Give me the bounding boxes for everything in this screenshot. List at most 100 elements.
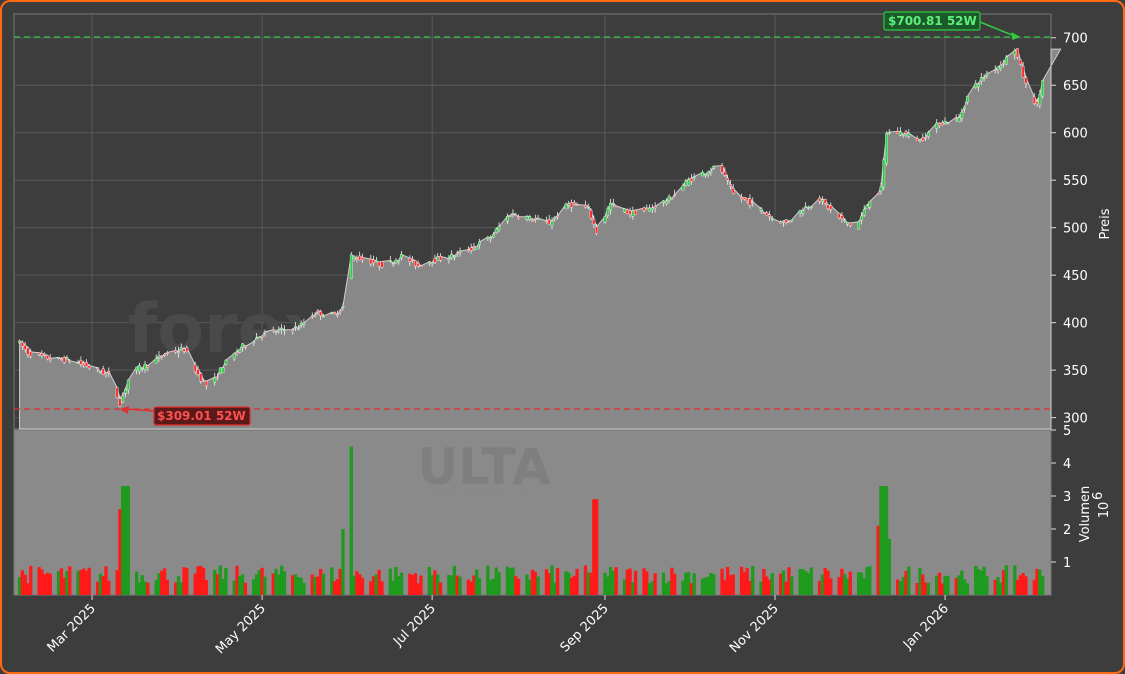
volume-bar [238, 575, 242, 595]
candle [260, 335, 264, 341]
candle [899, 127, 902, 137]
volume-bar [614, 567, 618, 595]
volume-bar [196, 566, 200, 595]
price-axis-label: Preis [1098, 208, 1113, 239]
candle-body [723, 171, 727, 176]
candle-body [848, 222, 852, 226]
candle-body [572, 202, 576, 205]
volume-bar [296, 577, 301, 595]
volume-bar [965, 583, 970, 595]
volume-bar [865, 567, 869, 595]
candle-body [450, 253, 454, 259]
candle-body [400, 254, 403, 259]
volume-bar [263, 576, 267, 595]
candle [882, 157, 886, 191]
candle-body [843, 219, 847, 222]
candle [553, 216, 557, 222]
candle [726, 174, 730, 185]
candle-body [703, 174, 707, 176]
candle-body [1013, 50, 1017, 56]
volume-bar [692, 573, 696, 595]
volume-bar [645, 571, 649, 595]
candle [770, 215, 774, 222]
candle [860, 212, 863, 225]
candle [611, 198, 615, 208]
volume-bar [940, 583, 944, 595]
candle [985, 70, 989, 79]
candle-body [1018, 59, 1022, 65]
volume-bar [921, 574, 925, 595]
volume-bar [475, 569, 479, 595]
volume-bar [20, 570, 25, 595]
candle-body [135, 366, 139, 371]
candle-body [76, 362, 80, 364]
candle-body [358, 255, 362, 261]
volume-bar [606, 576, 610, 595]
volume-bar [438, 582, 443, 595]
candle [433, 254, 437, 264]
candle [692, 173, 696, 181]
candle-body [143, 363, 147, 370]
volume-bar [410, 575, 415, 595]
candle [798, 209, 802, 218]
volume-bar [215, 574, 220, 595]
candle [62, 355, 66, 365]
candle-body [653, 206, 657, 209]
volume-bar [1004, 565, 1009, 595]
candle-body [193, 364, 197, 372]
candle [224, 359, 228, 366]
candle [126, 379, 130, 395]
volume-bar [472, 575, 476, 595]
volume-bar [279, 565, 284, 595]
candle-body [938, 123, 941, 126]
volume-bar [452, 565, 457, 595]
volume-bar [107, 580, 111, 595]
volume-bar [712, 574, 716, 595]
candle [316, 309, 320, 315]
volume-bar [882, 486, 886, 595]
price-tick-label: 600 [1063, 127, 1088, 142]
candle [667, 194, 671, 204]
volume-bar [748, 580, 752, 595]
candle-body [770, 218, 774, 220]
volume-bar [550, 565, 554, 595]
candle [818, 195, 822, 205]
candle-body [963, 106, 966, 109]
candle [1002, 59, 1006, 68]
candle-body [121, 395, 125, 403]
candle [823, 198, 827, 206]
candle [18, 339, 21, 344]
candle [762, 212, 766, 215]
candle [689, 173, 693, 185]
candle [709, 167, 713, 176]
candle [595, 223, 599, 236]
volume-bar [204, 580, 209, 595]
candle [388, 255, 392, 263]
candle [938, 122, 941, 129]
candle [310, 312, 314, 319]
candle-body [857, 221, 861, 230]
candle-body [65, 357, 69, 360]
volume-bar [898, 581, 903, 595]
volume-bar [84, 570, 89, 595]
volume-bar [723, 580, 727, 595]
candle-body [575, 204, 579, 206]
volume-bar [767, 579, 772, 595]
candle-body [20, 341, 24, 347]
candle-body [466, 249, 470, 252]
candle-body [283, 329, 286, 332]
candle-body [232, 353, 236, 360]
volume-bar [1015, 579, 1020, 595]
candle [475, 245, 479, 250]
volume-bar [1021, 572, 1025, 595]
volume-bar [436, 574, 440, 595]
candle [865, 203, 869, 209]
candle-body [252, 341, 256, 344]
candle [163, 352, 166, 358]
candle-body [946, 122, 950, 125]
candle [625, 208, 629, 215]
volume-bar [165, 579, 169, 595]
candle-body [486, 236, 490, 239]
volume-bar [586, 572, 590, 595]
candle [174, 346, 178, 355]
